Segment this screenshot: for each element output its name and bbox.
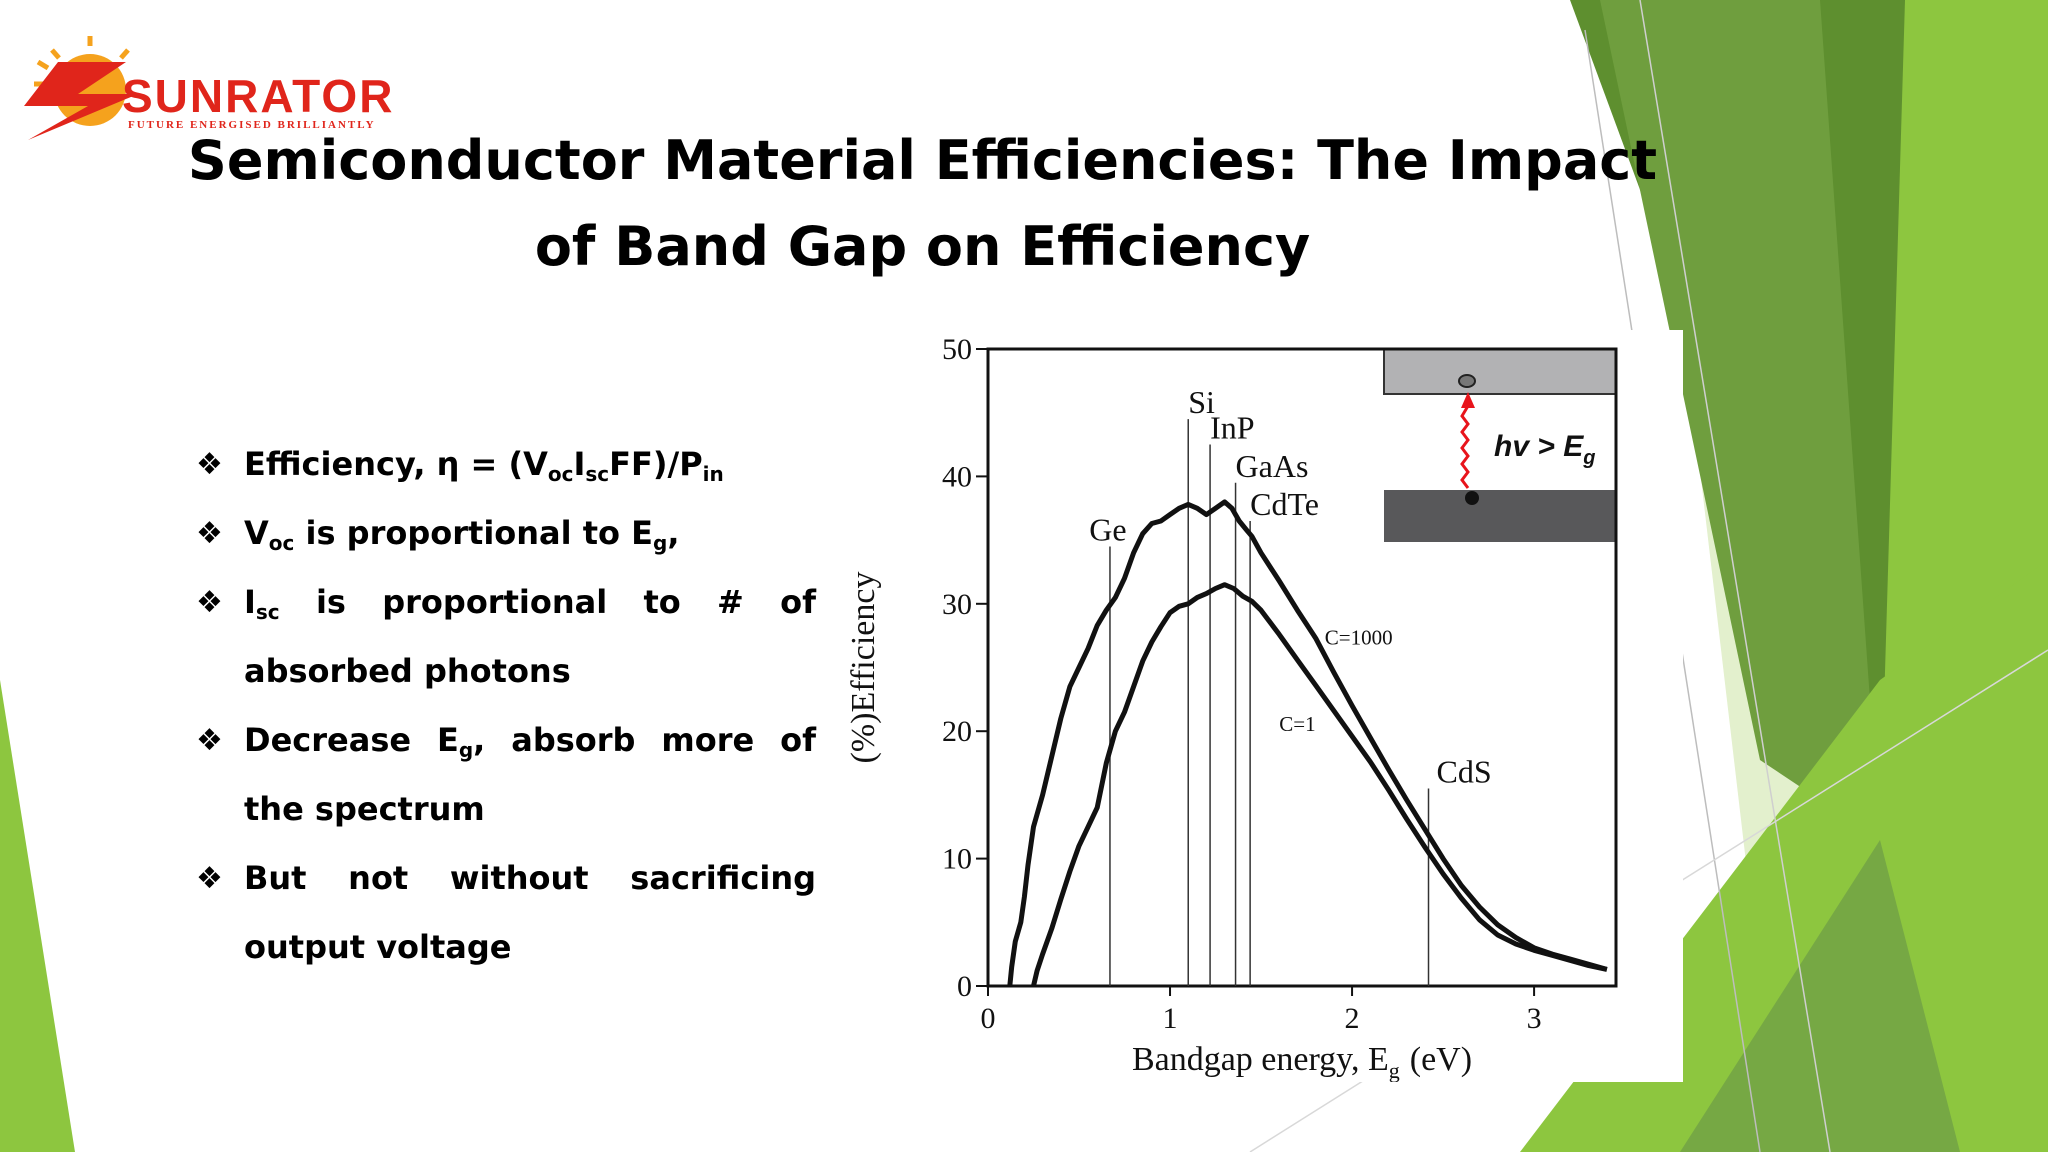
logo-wordmark: SUNRATOR <box>122 70 394 122</box>
bullet-text: Efficiency, η = (V <box>244 445 548 483</box>
bullet-diamond-icon: ❖ <box>196 861 223 896</box>
y-tick-label: 0 <box>957 970 972 1003</box>
bullet-text: FF)/P <box>609 445 703 483</box>
bullet-item: ❖ Decrease Eg, absorb more of the spectru… <box>196 706 816 844</box>
series-line <box>1031 582 1608 987</box>
bullet-text: , absorb more of the spectrum <box>244 721 817 828</box>
inset-label-sub: g <box>1582 447 1595 469</box>
plot-frame <box>986 347 1618 988</box>
bullet-item: ❖ Efficiency, η = (VocIscFF)/Pin <box>196 430 816 499</box>
series-line <box>1007 499 1608 987</box>
right-bottom-dark <box>1680 840 1960 1152</box>
inset-label: hv > Eg <box>1494 430 1595 469</box>
series-label: C=1000 <box>1325 626 1393 650</box>
slide-title: Semiconductor Material Efficiencies: The… <box>187 129 1658 278</box>
bullet-subscript: oc <box>547 462 574 486</box>
bullet-text: I <box>244 583 256 621</box>
photon-wave-icon <box>1460 405 1470 489</box>
bullet-subscript: oc <box>268 531 295 555</box>
inset-label-text: hv > E <box>1494 430 1584 463</box>
y-tick-label: 20 <box>942 715 972 748</box>
valence-band <box>1384 490 1616 542</box>
bullet-diamond-icon: ❖ <box>196 516 223 551</box>
bullet-text: V <box>244 514 269 552</box>
bullet-text: I <box>573 445 586 483</box>
x-axis-label-part: g <box>1389 1058 1400 1082</box>
x-axis-label-part: (eV) <box>1410 1041 1472 1078</box>
bullet-list: ❖ Efficiency, η = (VocIscFF)/Pin ❖ Voc is p… <box>196 430 816 982</box>
bolt-s-icon <box>24 62 138 140</box>
x-tick-label: 3 <box>1527 1002 1542 1035</box>
sunrator-logo: SUNRATOR FUTURE ENERGISED BRILLIANTLY <box>24 36 394 140</box>
material-label: Si <box>1188 384 1215 420</box>
bullet-subscript: in <box>702 462 724 486</box>
y-tick-label: 10 <box>942 843 972 876</box>
material-label: GaAs <box>1236 448 1309 484</box>
conduction-band <box>1383 348 1617 395</box>
hole-icon <box>1465 491 1479 505</box>
chart-panel: hv > Eg 0 10 20 30 40 50 0 1 2 3 Bandgap energy, Eg… <box>838 330 1683 1082</box>
bullet-text: is proportional to # of absorbed photons <box>244 583 816 690</box>
bullet-text: But not without sacrificing output volta… <box>244 859 816 966</box>
bullet-text: Decrease E <box>244 721 459 759</box>
x-tick-label: 1 <box>1163 1002 1178 1035</box>
bullet-item: ❖ But not without sacrificing output volt… <box>196 844 816 982</box>
material-label: CdS <box>1437 754 1492 790</box>
logo-tagline: FUTURE ENERGISED BRILLIANTLY <box>128 119 376 131</box>
material-label: InP <box>1210 410 1254 446</box>
y-tick-label: 30 <box>942 588 972 621</box>
bullet-text: is proportional to E <box>294 514 654 552</box>
left-green-wedge <box>0 680 75 1152</box>
bullet-text: , <box>667 514 680 552</box>
bullet-diamond-icon: ❖ <box>196 723 223 758</box>
bullet-subscript: sc <box>255 600 280 624</box>
bullet-subscript: g <box>653 531 668 555</box>
material-label: CdTe <box>1250 486 1319 522</box>
y-tick-label: 50 <box>942 333 972 366</box>
x-tick-label: 0 <box>981 1002 996 1035</box>
bullet-subscript: sc <box>585 462 610 486</box>
x-axis-label-part: Bandgap energy, E <box>1132 1041 1389 1078</box>
y-tick-label: 40 <box>942 460 972 493</box>
series-label: C=1 <box>1279 712 1315 736</box>
x-tick-label: 2 <box>1345 1002 1360 1035</box>
bullet-item: ❖ Isc is proportional to # of absorbed ph… <box>196 568 816 706</box>
bullet-diamond-icon: ❖ <box>196 585 223 620</box>
electron-icon <box>1458 374 1476 388</box>
material-label: Ge <box>1089 511 1126 547</box>
right-olive-band <box>1600 0 1880 840</box>
bullet-subscript: g <box>458 738 474 762</box>
photon-arrow-icon <box>1461 392 1475 408</box>
y-axis-label: (%)Efficiency <box>845 572 882 764</box>
x-axis-label: Bandgap energy, Eg (eV) <box>1132 1041 1472 1082</box>
bullet-diamond-icon: ❖ <box>196 447 223 482</box>
decor-line <box>1639 0 1831 1152</box>
bullet-item: ❖ Voc is proportional to Eg, <box>196 499 816 568</box>
